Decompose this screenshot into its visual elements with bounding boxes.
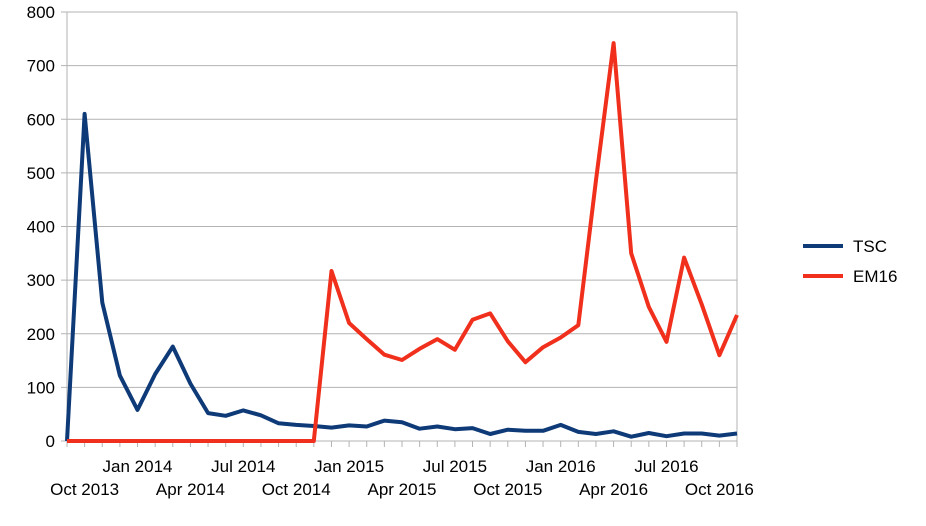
axes: 0 100 200 300 400 500 600 700 800 Jan 2014 Jul 201… (27, 3, 754, 499)
x-tick-label: Jul 2014 (211, 457, 275, 476)
y-tick-label: 0 (46, 432, 55, 451)
y-tick-label: 400 (27, 218, 55, 237)
x-tick-label: Oct 2014 (262, 480, 331, 499)
x-tick-label: Jan 2015 (314, 457, 384, 476)
x-tick-label: Jul 2016 (634, 457, 698, 476)
x-tick-label: Oct 2013 (50, 480, 119, 499)
gridlines (67, 11, 738, 441)
series-line-em16 (67, 41, 739, 443)
x-tick-label: Apr 2016 (579, 480, 648, 499)
y-tick-label: 700 (27, 57, 55, 76)
x-tick-label: Apr 2014 (156, 480, 225, 499)
y-tick-label: 100 (27, 378, 55, 397)
y-tick-label: 500 (27, 164, 55, 183)
y-tick-label: 600 (27, 110, 55, 129)
x-tick-label: Jan 2016 (526, 457, 596, 476)
x-tick-label: Jul 2015 (423, 457, 487, 476)
legend: TSC EM16 (803, 237, 897, 286)
x-tick-label: Oct 2015 (473, 480, 542, 499)
x-tick-label: Oct 2016 (685, 480, 754, 499)
legend-label-tsc: TSC (853, 237, 887, 256)
series-line-tsc (65, 111, 738, 442)
y-tick-label: 200 (27, 325, 55, 344)
series-lines (65, 41, 739, 443)
legend-label-em16: EM16 (853, 267, 897, 286)
y-tick-label: 300 (27, 271, 55, 290)
y-tick-label: 800 (27, 3, 55, 22)
x-tick-label: Apr 2015 (368, 480, 437, 499)
x-tick-label: Jan 2014 (103, 457, 173, 476)
